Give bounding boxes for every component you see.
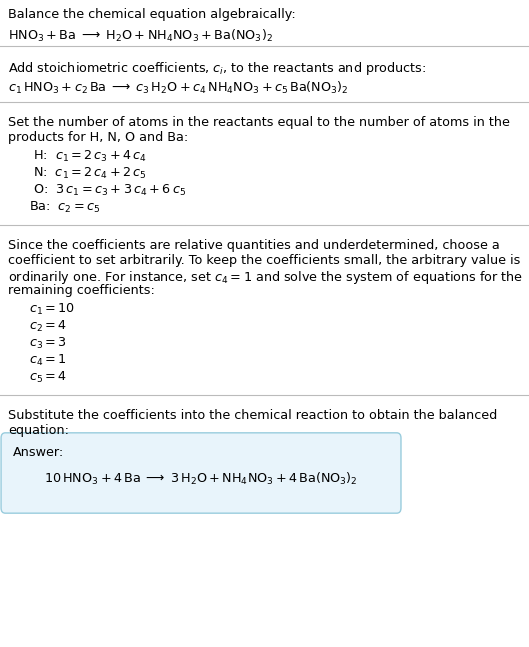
Text: $c_1 = 10$: $c_1 = 10$ xyxy=(29,302,75,317)
Text: $10\,\mathrm{HNO_3} + 4\,\mathrm{Ba} \;\longrightarrow\; 3\,\mathrm{H_2O} + \mat: $10\,\mathrm{HNO_3} + 4\,\mathrm{Ba} \;\… xyxy=(44,471,358,487)
Text: $c_1\,\mathrm{HNO_3} + c_2\,\mathrm{Ba} \;\longrightarrow\; c_3\,\mathrm{H_2O} +: $c_1\,\mathrm{HNO_3} + c_2\,\mathrm{Ba} … xyxy=(8,80,348,96)
Text: products for H, N, O and Ba:: products for H, N, O and Ba: xyxy=(8,131,188,144)
Text: ordinarily one. For instance, set $c_4 = 1$ and solve the system of equations fo: ordinarily one. For instance, set $c_4 =… xyxy=(8,269,523,286)
Text: Ba:  $c_2 = c_5$: Ba: $c_2 = c_5$ xyxy=(29,200,101,215)
Text: Balance the chemical equation algebraically:: Balance the chemical equation algebraica… xyxy=(8,8,296,21)
Text: equation:: equation: xyxy=(8,424,69,437)
Text: Substitute the coefficients into the chemical reaction to obtain the balanced: Substitute the coefficients into the che… xyxy=(8,409,497,422)
Text: coefficient to set arbitrarily. To keep the coefficients small, the arbitrary va: coefficient to set arbitrarily. To keep … xyxy=(8,254,521,267)
Text: $c_2 = 4$: $c_2 = 4$ xyxy=(29,319,67,334)
Text: Set the number of atoms in the reactants equal to the number of atoms in the: Set the number of atoms in the reactants… xyxy=(8,116,510,129)
Text: H:  $c_1 = 2\,c_3 + 4\,c_4$: H: $c_1 = 2\,c_3 + 4\,c_4$ xyxy=(29,149,147,164)
Text: Answer:: Answer: xyxy=(13,446,65,459)
FancyBboxPatch shape xyxy=(1,433,401,513)
Text: $\mathrm{HNO_3 + Ba} \;\longrightarrow\; \mathrm{H_2O + NH_4NO_3 + Ba(NO_3)_2}$: $\mathrm{HNO_3 + Ba} \;\longrightarrow\;… xyxy=(8,28,273,44)
Text: $c_4 = 1$: $c_4 = 1$ xyxy=(29,353,67,368)
Text: N:  $c_1 = 2\,c_4 + 2\,c_5$: N: $c_1 = 2\,c_4 + 2\,c_5$ xyxy=(29,166,147,181)
Text: $c_5 = 4$: $c_5 = 4$ xyxy=(29,370,67,385)
Text: $c_3 = 3$: $c_3 = 3$ xyxy=(29,336,67,351)
Text: Add stoichiometric coefficients, $c_i$, to the reactants and products:: Add stoichiometric coefficients, $c_i$, … xyxy=(8,60,426,77)
Text: O:  $3\,c_1 = c_3 + 3\,c_4 + 6\,c_5$: O: $3\,c_1 = c_3 + 3\,c_4 + 6\,c_5$ xyxy=(29,183,186,198)
Text: Since the coefficients are relative quantities and underdetermined, choose a: Since the coefficients are relative quan… xyxy=(8,239,500,252)
Text: remaining coefficients:: remaining coefficients: xyxy=(8,284,155,297)
